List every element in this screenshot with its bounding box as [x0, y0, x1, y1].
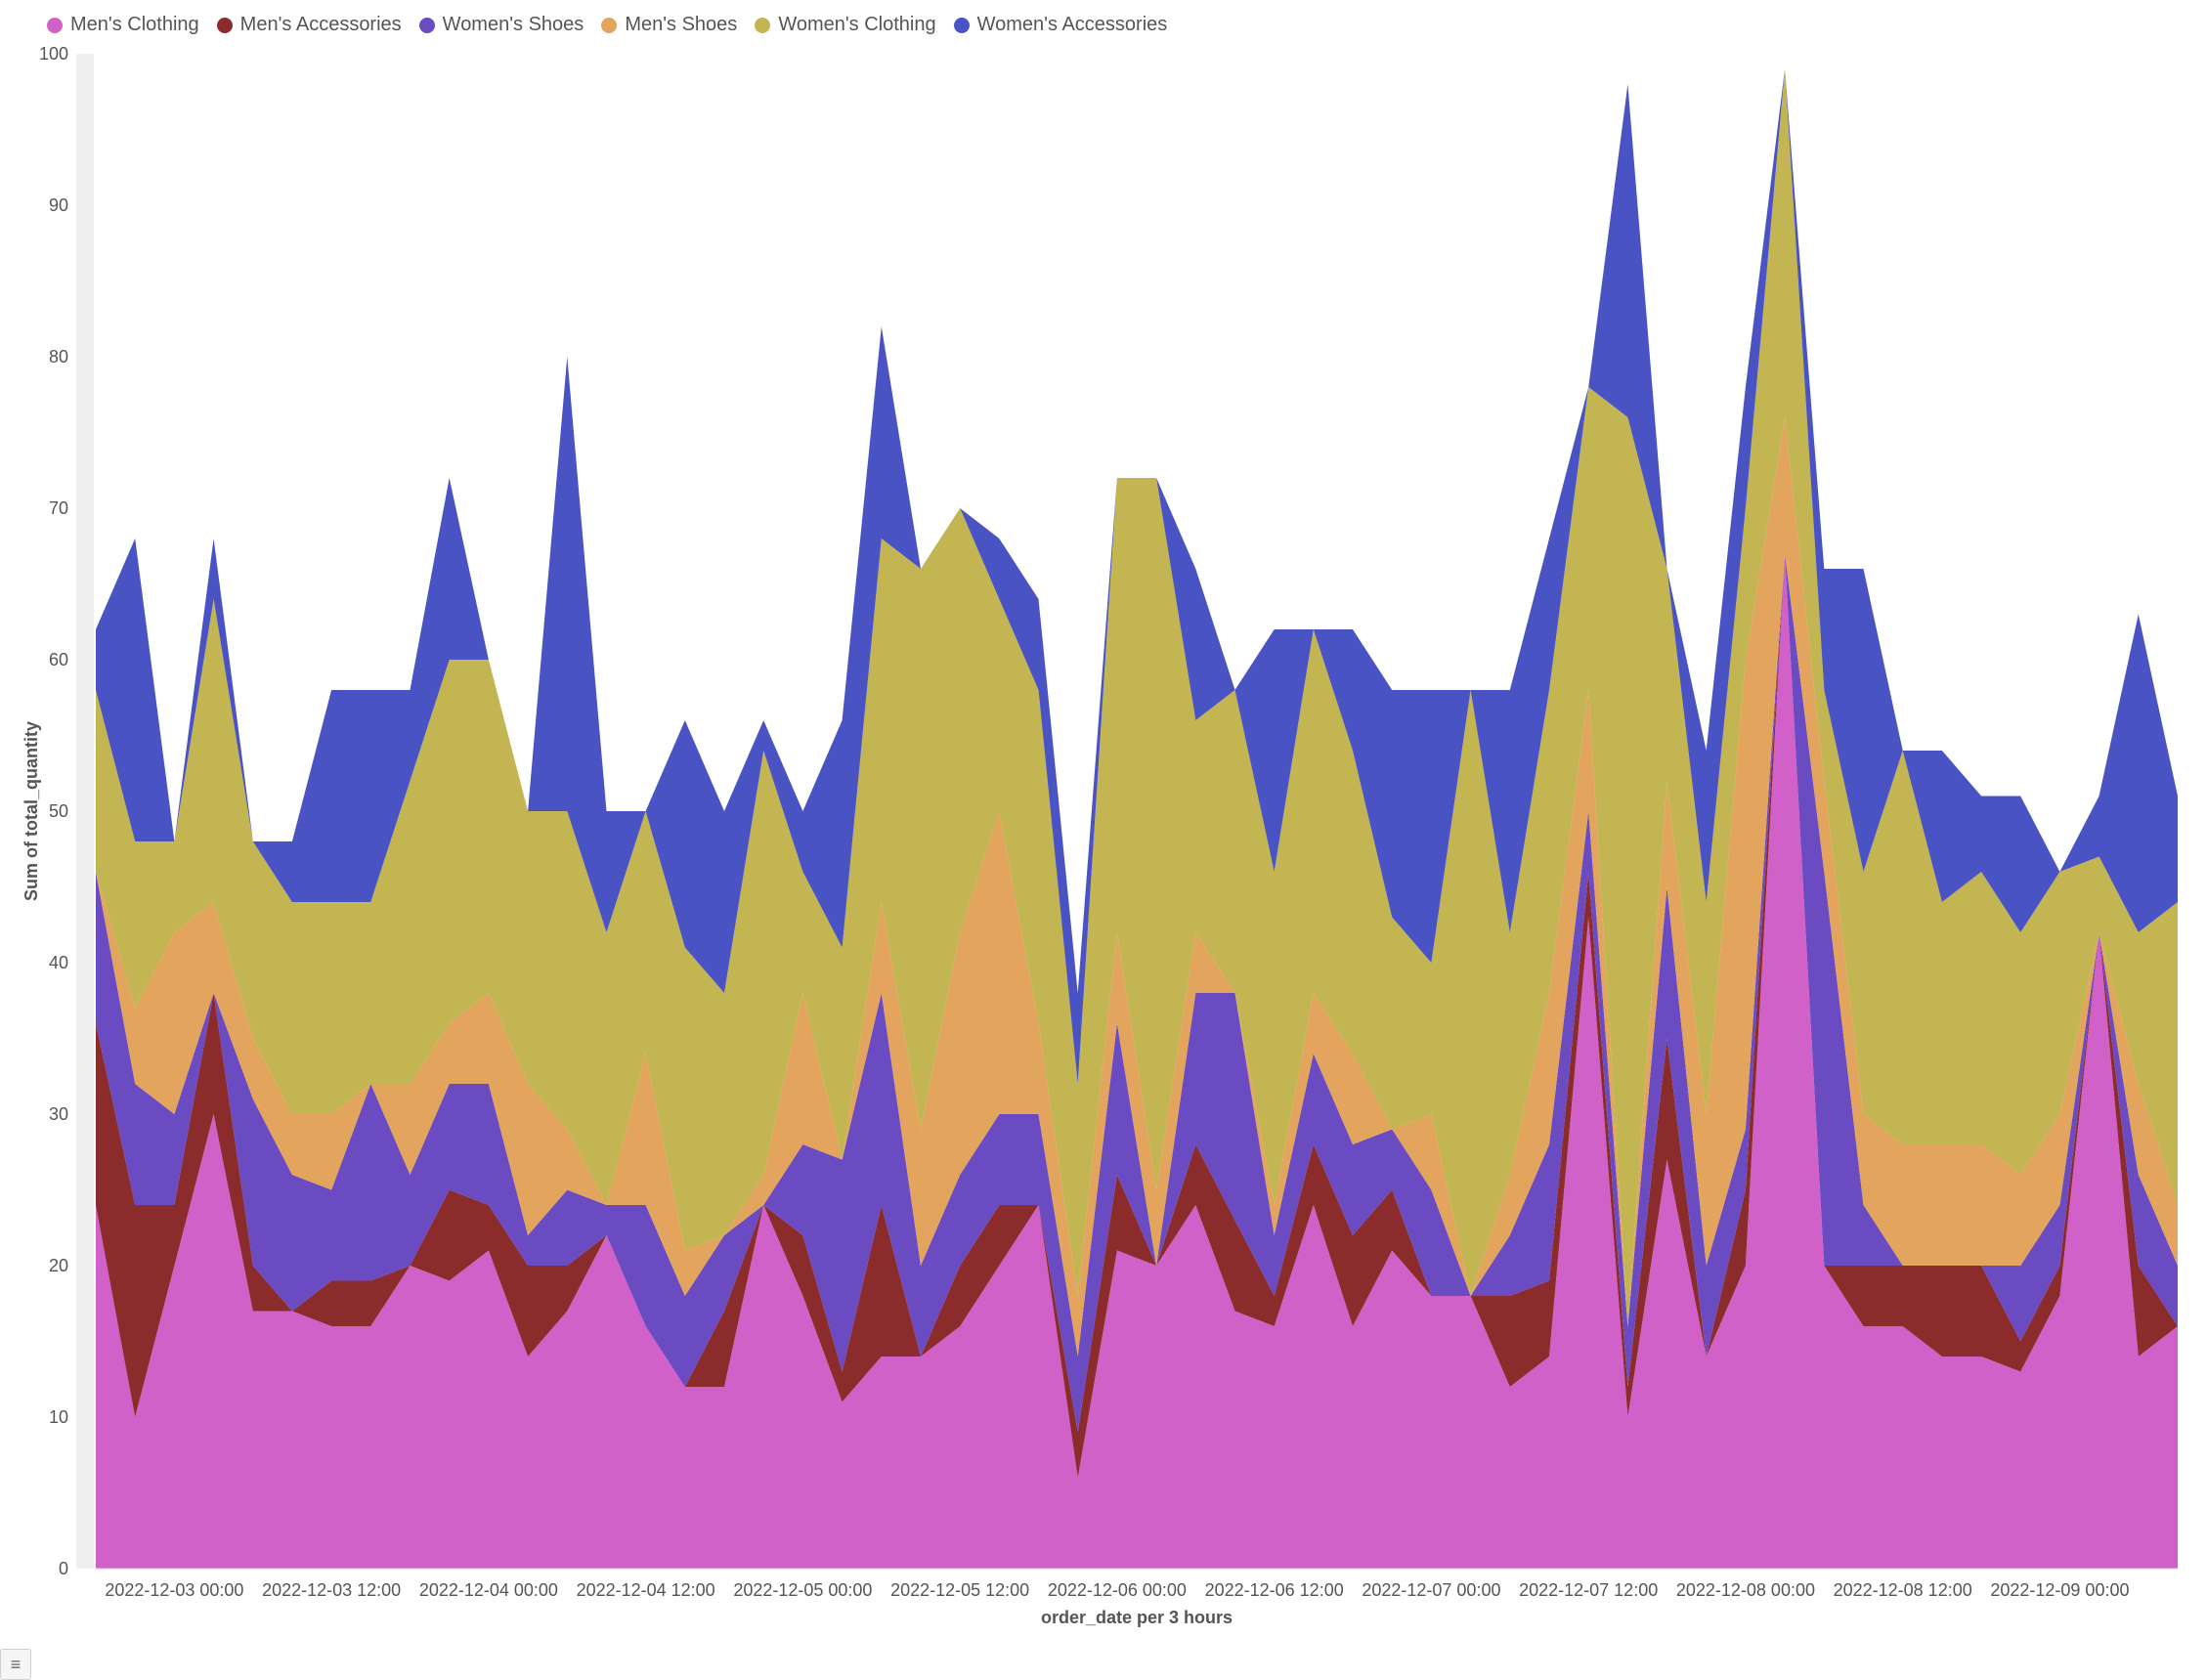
svg-text:2022-12-04 12:00: 2022-12-04 12:00 [577, 1580, 715, 1600]
svg-text:10: 10 [49, 1407, 68, 1427]
svg-text:90: 90 [49, 195, 68, 215]
svg-text:2022-12-08 00:00: 2022-12-08 00:00 [1676, 1580, 1815, 1600]
legend-item[interactable]: Men's Shoes [601, 14, 737, 36]
svg-text:Sum of total_quantity: Sum of total_quantity [22, 721, 41, 901]
chart-page: Men's Clothing Men's Accessories Women's S… [0, 0, 2207, 1680]
svg-text:0: 0 [59, 1559, 68, 1578]
legend-label: Men's Shoes [625, 14, 737, 36]
legend-swatch [954, 18, 970, 33]
svg-text:2022-12-06 12:00: 2022-12-06 12:00 [1205, 1580, 1344, 1600]
svg-text:80: 80 [49, 347, 68, 366]
svg-text:50: 50 [49, 801, 68, 821]
svg-text:2022-12-09 00:00: 2022-12-09 00:00 [1990, 1580, 2129, 1600]
legend-label: Women's Clothing [778, 14, 935, 36]
legend-item[interactable]: Women's Shoes [419, 14, 584, 36]
stacked-area-chart: 0 10 20 30 40 50 60 70 80 90 100 Sum of total_quant… [18, 44, 2187, 1637]
legend-label: Men's Accessories [240, 14, 402, 36]
svg-text:2022-12-08 12:00: 2022-12-08 12:00 [1834, 1580, 1972, 1600]
svg-text:30: 30 [49, 1104, 68, 1124]
legend-item[interactable]: Men's Clothing [47, 14, 199, 36]
svg-text:100: 100 [39, 44, 68, 64]
legend: Men's Clothing Men's Accessories Women's S… [47, 14, 2189, 36]
svg-text:20: 20 [49, 1256, 68, 1275]
legend-toggle-icon: ≡ [11, 1655, 22, 1675]
svg-text:order_date per 3 hours: order_date per 3 hours [1041, 1608, 1233, 1627]
svg-text:2022-12-07 12:00: 2022-12-07 12:00 [1519, 1580, 1658, 1600]
svg-text:40: 40 [49, 953, 68, 972]
legend-swatch [755, 18, 770, 33]
svg-text:2022-12-04 00:00: 2022-12-04 00:00 [419, 1580, 558, 1600]
legend-item[interactable]: Men's Accessories [217, 14, 402, 36]
legend-item[interactable]: Women's Clothing [755, 14, 935, 36]
svg-text:2022-12-03 12:00: 2022-12-03 12:00 [262, 1580, 401, 1600]
legend-toggle-button[interactable]: ≡ [0, 1649, 31, 1680]
legend-label: Men's Clothing [70, 14, 199, 36]
chart-area: 0 10 20 30 40 50 60 70 80 90 100 Sum of total_quant… [18, 44, 2189, 1642]
legend-swatch [419, 18, 435, 33]
svg-text:2022-12-07 00:00: 2022-12-07 00:00 [1362, 1580, 1500, 1600]
svg-text:2022-12-06 00:00: 2022-12-06 00:00 [1048, 1580, 1187, 1600]
svg-text:60: 60 [49, 650, 68, 669]
svg-text:2022-12-03 00:00: 2022-12-03 00:00 [105, 1580, 243, 1600]
legend-label: Women's Shoes [443, 14, 584, 36]
x-axis: 2022-12-03 00:00 2022-12-03 12:00 2022-12-… [105, 1580, 2129, 1600]
legend-swatch [47, 18, 63, 33]
svg-text:70: 70 [49, 498, 68, 518]
svg-text:2022-12-05 00:00: 2022-12-05 00:00 [733, 1580, 872, 1600]
y-axis: 0 10 20 30 40 50 60 70 80 90 100 [39, 44, 68, 1578]
legend-swatch [601, 18, 617, 33]
legend-label: Women's Accessories [977, 14, 1168, 36]
stacked-areas [96, 69, 2178, 1570]
legend-item[interactable]: Women's Accessories [954, 14, 1168, 36]
svg-text:2022-12-05 12:00: 2022-12-05 12:00 [890, 1580, 1029, 1600]
legend-swatch [217, 18, 233, 33]
